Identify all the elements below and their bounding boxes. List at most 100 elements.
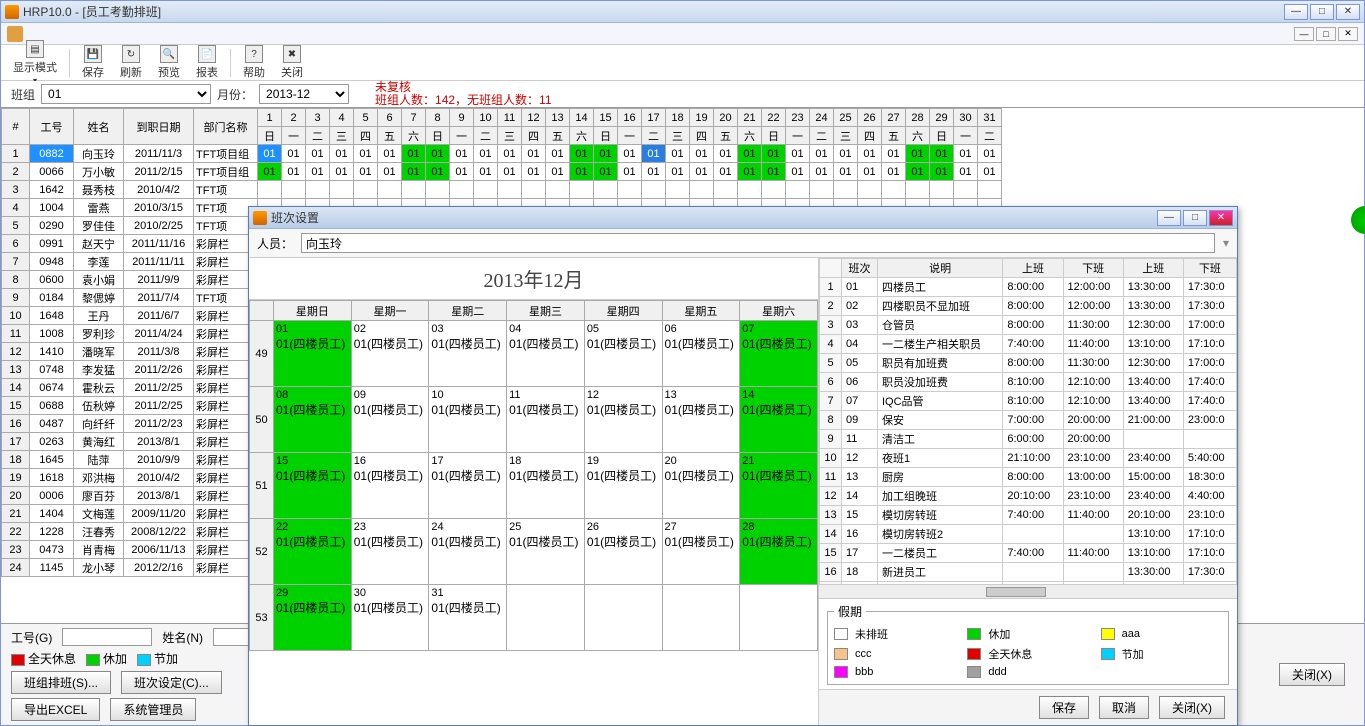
modal-body: 人员： ▾ 2013年12月 星期日星期一星期二星期三星期四星期五星期六4901… bbox=[249, 229, 1237, 725]
calendar-day[interactable]: 0701(四楼员工) bbox=[740, 321, 818, 387]
modal-maximize[interactable]: □ bbox=[1183, 210, 1207, 226]
h-scrollbar[interactable] bbox=[819, 584, 1237, 598]
calendar-day[interactable]: 1801(四楼员工) bbox=[507, 453, 585, 519]
maximize-button[interactable]: □ bbox=[1310, 4, 1334, 20]
modal-save-button[interactable]: 保存 bbox=[1039, 696, 1089, 719]
calendar-day[interactable]: 2501(四楼员工) bbox=[507, 519, 585, 585]
help-icon: ? bbox=[245, 45, 263, 63]
calendar-day[interactable]: 1401(四楼员工) bbox=[740, 387, 818, 453]
save-icon: 💾 bbox=[84, 45, 102, 63]
shift-row[interactable]: 202四楼职员不显加班8:00:0012:00:0013:30:0017:30:… bbox=[820, 297, 1237, 316]
mdi-close[interactable]: ✕ bbox=[1338, 27, 1358, 41]
table-row[interactable]: 10882向玉玲2011/11/3TFT项目组01010101010101010… bbox=[2, 145, 1002, 163]
shift-row[interactable]: 1618新进员工13:30:0017:30:0 bbox=[820, 563, 1237, 582]
shift-row[interactable]: 1012夜班121:10:0023:10:0023:40:005:40:00 bbox=[820, 449, 1237, 468]
calendar-day[interactable]: 0601(四楼员工) bbox=[662, 321, 740, 387]
table-row[interactable]: 20066万小敏2011/2/15TFT项目组01010101010101010… bbox=[2, 163, 1002, 181]
holiday-box: 假期 未排班休加aaaccc全天休息节加bbbddd bbox=[819, 598, 1237, 689]
calendar-grid[interactable]: 星期日星期一星期二星期三星期四星期五星期六490101(四楼员工)0201(四楼… bbox=[249, 300, 818, 651]
modal-close-button[interactable]: 关闭(X) bbox=[1159, 696, 1225, 719]
person-dropdown-icon[interactable]: ▾ bbox=[1223, 236, 1229, 250]
app-icon bbox=[5, 5, 19, 19]
modal-content: 2013年12月 星期日星期一星期二星期三星期四星期五星期六490101(四楼员… bbox=[249, 258, 1237, 725]
table-row[interactable]: 31642聂秀枝2010/4/2TFT项 bbox=[2, 181, 1002, 199]
calendar-day[interactable]: 3001(四楼员工) bbox=[351, 585, 429, 651]
shift-row[interactable]: 303仓管员8:00:0011:30:0012:30:0017:00:0 bbox=[820, 316, 1237, 335]
calendar-day[interactable]: 2901(四楼员工) bbox=[274, 585, 352, 651]
calendar-day[interactable]: 1701(四楼员工) bbox=[429, 453, 507, 519]
refresh-icon: ↻ bbox=[122, 45, 140, 63]
report-button[interactable]: 📄报表 bbox=[190, 43, 224, 82]
calendar-day[interactable]: 1601(四楼员工) bbox=[351, 453, 429, 519]
holiday-item: 全天休息 bbox=[967, 646, 1088, 662]
shift-row[interactable]: 1517一二楼员工7:40:0011:40:0013:10:0017:10:0 bbox=[820, 544, 1237, 563]
shift-row[interactable]: 101四楼员工8:00:0012:00:0013:30:0017:30:0 bbox=[820, 278, 1237, 297]
calendar-day[interactable]: 2001(四楼员工) bbox=[662, 453, 740, 519]
group-select[interactable]: 01 bbox=[41, 84, 211, 104]
calendar-day[interactable]: 2801(四楼员工) bbox=[740, 519, 818, 585]
sys-admin-button[interactable]: 系统管理员 bbox=[110, 698, 196, 721]
calendar-day[interactable]: 2401(四楼员工) bbox=[429, 519, 507, 585]
calendar-day[interactable]: 2701(四楼员工) bbox=[662, 519, 740, 585]
shift-row[interactable]: 911清洁工6:00:0020:00:00 bbox=[820, 430, 1237, 449]
shift-row[interactable]: 1214加工组晚班20:10:0023:10:0023:40:004:40:00 bbox=[820, 487, 1237, 506]
preview-icon: 🔍 bbox=[160, 45, 178, 63]
close-button[interactable]: ✕ bbox=[1336, 4, 1360, 20]
notice-detail: 班组人数：142，无班组人数：11 bbox=[375, 94, 551, 107]
shift-list[interactable]: 班次说明上班下班上班下班101四楼员工8:00:0012:00:0013:30:… bbox=[819, 258, 1237, 584]
close-button[interactable]: ✖关闭 bbox=[275, 43, 309, 82]
shift-row[interactable]: 707IQC品管8:10:0012:10:0013:40:0017:40:0 bbox=[820, 392, 1237, 411]
calendar-day[interactable]: 0801(四楼员工) bbox=[274, 387, 352, 453]
shift-row[interactable]: 809保安7:00:0020:00:0021:00:0023:00:0 bbox=[820, 411, 1237, 430]
modal-titlebar: 班次设置 — □ ✕ bbox=[249, 207, 1237, 229]
shift-row[interactable]: 1416模切房转班213:10:0017:10:0 bbox=[820, 525, 1237, 544]
calendar-day[interactable]: 0201(四楼员工) bbox=[351, 321, 429, 387]
shift-row[interactable]: 1113厨房8:00:0013:00:0015:00:0018:30:0 bbox=[820, 468, 1237, 487]
person-input[interactable] bbox=[301, 233, 1215, 253]
mdi-minimize[interactable]: — bbox=[1294, 27, 1314, 41]
menubar: — □ ✕ bbox=[1, 23, 1364, 45]
shift-row[interactable]: 404一二楼生产相关职员7:40:0011:40:0013:10:0017:10… bbox=[820, 335, 1237, 354]
shift-row[interactable]: 606职员没加班费8:10:0012:10:0013:40:0017:40:0 bbox=[820, 373, 1237, 392]
minimize-button[interactable]: — bbox=[1284, 4, 1308, 20]
month-select[interactable]: 2013-12 bbox=[259, 84, 349, 104]
shift-row[interactable]: 1315模切房转班7:40:0011:40:0020:10:0023:10:0 bbox=[820, 506, 1237, 525]
close-icon: ✖ bbox=[283, 45, 301, 63]
calendar-day[interactable]: 1201(四楼员工) bbox=[584, 387, 662, 453]
calendar-title: 2013年12月 bbox=[249, 258, 818, 300]
preview-button[interactable]: 🔍预览 bbox=[152, 43, 186, 82]
shift-config-button[interactable]: 班次设定(C)... bbox=[121, 671, 222, 694]
calendar-day[interactable]: 0401(四楼员工) bbox=[507, 321, 585, 387]
calendar-day[interactable]: 0501(四楼员工) bbox=[584, 321, 662, 387]
calendar-day[interactable]: 2101(四楼员工) bbox=[740, 453, 818, 519]
save-button[interactable]: 💾保存 bbox=[76, 43, 110, 82]
emp-filter-input[interactable] bbox=[62, 628, 152, 646]
calendar-day[interactable]: 2601(四楼员工) bbox=[584, 519, 662, 585]
calendar-day[interactable]: 0301(四楼员工) bbox=[429, 321, 507, 387]
help-button[interactable]: ?帮助 bbox=[237, 43, 271, 82]
export-excel-button[interactable]: 导出EXCEL bbox=[11, 698, 100, 721]
calendar-day[interactable]: 1901(四楼员工) bbox=[584, 453, 662, 519]
calendar-day[interactable]: 3101(四楼员工) bbox=[429, 585, 507, 651]
calendar-day[interactable]: 2201(四楼员工) bbox=[274, 519, 352, 585]
shift-scroll[interactable]: 班次说明上班下班上班下班101四楼员工8:00:0012:00:0013:30:… bbox=[819, 258, 1237, 584]
refresh-button[interactable]: ↻刷新 bbox=[114, 43, 148, 82]
modal-minimize[interactable]: — bbox=[1157, 210, 1181, 226]
toolbar: ▤显示模式▾💾保存↻刷新🔍预览📄报表?帮助✖关闭 bbox=[1, 45, 1364, 81]
shift-row[interactable]: 505职员有加班费8:00:0011:30:0012:30:0017:00:0 bbox=[820, 354, 1237, 373]
calendar-day[interactable]: 1001(四楼员工) bbox=[429, 387, 507, 453]
calendar-day[interactable]: 0101(四楼员工) bbox=[274, 321, 352, 387]
holiday-item: bbb bbox=[834, 666, 955, 678]
calendar-day[interactable]: 1501(四楼员工) bbox=[274, 453, 352, 519]
main-close-button[interactable]: 关闭(X) bbox=[1279, 663, 1345, 686]
calendar-day[interactable]: 2301(四楼员工) bbox=[351, 519, 429, 585]
modal-close[interactable]: ✕ bbox=[1209, 210, 1233, 226]
group-schedule-button[interactable]: 班组排班(S)... bbox=[11, 671, 111, 694]
shift-modal: 班次设置 — □ ✕ 人员： ▾ 2013年12月 星期日星期一星期二星期三星期… bbox=[248, 206, 1238, 726]
calendar-day[interactable]: 1101(四楼员工) bbox=[507, 387, 585, 453]
modal-cancel-button[interactable]: 取消 bbox=[1099, 696, 1149, 719]
calendar-day[interactable]: 0901(四楼员工) bbox=[351, 387, 429, 453]
mode-button[interactable]: ▤显示模式▾ bbox=[7, 38, 63, 87]
mdi-restore[interactable]: □ bbox=[1316, 27, 1336, 41]
calendar-day[interactable]: 1301(四楼员工) bbox=[662, 387, 740, 453]
